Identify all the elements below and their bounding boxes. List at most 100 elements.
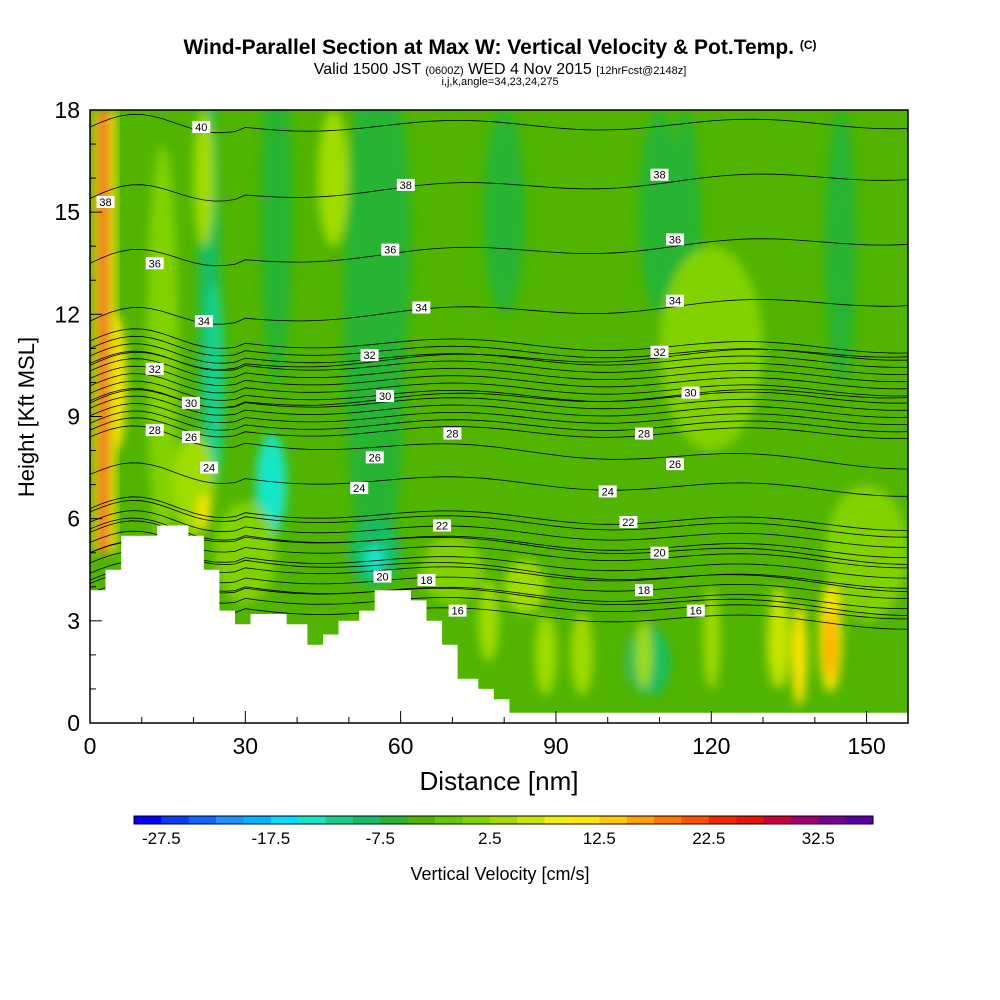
contour-label: 24 bbox=[602, 486, 614, 498]
contour-label: 26 bbox=[369, 452, 381, 464]
contour-label: 22 bbox=[622, 517, 634, 529]
chart-title: Wind-Parallel Section at Max W: Vertical… bbox=[0, 36, 1000, 60]
colorbar-tick-label: 32.5 bbox=[802, 829, 835, 848]
theta-contour-line bbox=[90, 373, 908, 397]
contour-label-box bbox=[194, 315, 213, 328]
theta-contour-line bbox=[90, 403, 908, 426]
colorbar-tick-label: 22.5 bbox=[692, 829, 725, 848]
velocity-cell bbox=[478, 580, 500, 662]
field-blobs bbox=[105, 110, 908, 706]
velocity-cell bbox=[364, 545, 386, 574]
theta-contour-line bbox=[90, 395, 908, 418]
contour-label-box bbox=[96, 195, 115, 208]
contour-label-box bbox=[381, 243, 400, 256]
y-axis-label: Height [Kft MSL] bbox=[14, 337, 39, 497]
velocity-cell bbox=[638, 110, 681, 315]
updraft-cell bbox=[98, 110, 103, 553]
chart-subtitle: Valid 1500 JST (0600Z) WED 4 Nov 2015 [1… bbox=[0, 61, 1000, 79]
contour-label-box bbox=[650, 168, 669, 181]
colorbar-swatch bbox=[161, 816, 190, 824]
contour-label-box bbox=[350, 482, 369, 495]
theta-contour-line bbox=[90, 358, 908, 383]
y-tick-label: 12 bbox=[54, 301, 80, 327]
contour-label: 32 bbox=[149, 364, 161, 376]
velocity-cell bbox=[535, 614, 556, 696]
colorbar-swatch bbox=[571, 816, 600, 824]
colorbar-swatch bbox=[489, 816, 518, 824]
contour-label-box bbox=[666, 294, 685, 307]
contour-label-box bbox=[666, 458, 685, 471]
subtitle-forecast: [12hrFcst@2148z] bbox=[596, 65, 687, 77]
contour-label: 36 bbox=[149, 258, 161, 270]
contour-label: 30 bbox=[185, 398, 197, 410]
theta-contour-line bbox=[90, 388, 908, 411]
contour-label: 28 bbox=[446, 429, 458, 441]
colorbar-swatch bbox=[736, 816, 764, 824]
colorbar-swatch bbox=[325, 816, 354, 824]
velocity-cell bbox=[483, 110, 525, 315]
colorbar-swatch bbox=[790, 816, 819, 824]
velocity-cell bbox=[571, 614, 593, 696]
velocity-cell bbox=[193, 110, 215, 247]
contour-label: 22 bbox=[436, 520, 448, 532]
contour-label: 16 bbox=[690, 606, 702, 618]
contour-label-box bbox=[686, 604, 705, 617]
theta-contour-line bbox=[90, 173, 908, 202]
contour-label-box bbox=[145, 362, 164, 375]
velocity-cell bbox=[214, 501, 277, 604]
theta-contour-line bbox=[90, 551, 908, 589]
contour-label: 32 bbox=[363, 350, 375, 362]
colorbar-tick-label: -27.5 bbox=[142, 829, 181, 848]
contour-label: 26 bbox=[185, 432, 197, 444]
colorbar-tick-label: 12.5 bbox=[583, 829, 616, 848]
x-tick-label: 0 bbox=[84, 733, 97, 759]
contour-label-box bbox=[634, 584, 653, 597]
theta-contour-line bbox=[90, 517, 908, 565]
colorbar-swatch bbox=[599, 816, 627, 824]
contour-label: 38 bbox=[99, 197, 111, 209]
colorbar-label: Vertical Velocity [cm/s] bbox=[410, 864, 589, 884]
updraft-cell bbox=[101, 110, 107, 553]
y-tick-label: 9 bbox=[67, 404, 80, 430]
colorbar-swatch bbox=[243, 816, 272, 824]
y-tick-label: 15 bbox=[54, 199, 80, 225]
velocity-cell bbox=[197, 494, 211, 529]
velocity-cell bbox=[504, 559, 546, 614]
velocity-cell bbox=[791, 603, 808, 706]
contour-label: 16 bbox=[451, 606, 463, 618]
x-tick-label: 60 bbox=[388, 733, 414, 759]
contour-label: 28 bbox=[149, 425, 161, 437]
theta-contour-line bbox=[90, 462, 908, 497]
theta-contour-line bbox=[90, 350, 908, 375]
theta-contour-line bbox=[90, 343, 908, 368]
contour-label: 20 bbox=[376, 572, 388, 584]
chart-indices: i,j,k,angle=34,23,24,275 bbox=[0, 76, 1000, 88]
terrain bbox=[90, 525, 908, 723]
contour-label-box bbox=[443, 427, 462, 440]
colorbar-swatch bbox=[435, 816, 463, 824]
velocity-cell bbox=[825, 610, 836, 679]
theta-contour-line bbox=[90, 530, 908, 569]
colorbar-frame bbox=[133, 815, 874, 825]
velocity-cell bbox=[317, 110, 349, 247]
theta-contour-line bbox=[90, 417, 908, 440]
updraft-cell bbox=[109, 110, 114, 553]
theta-contour-line bbox=[90, 410, 908, 433]
velocity-cell bbox=[260, 110, 292, 383]
contour-label: 34 bbox=[669, 296, 681, 308]
theta-contour-line bbox=[90, 499, 908, 538]
theta-contour-line bbox=[90, 571, 908, 610]
y-tick-label: 18 bbox=[54, 97, 80, 123]
colorbar-swatch bbox=[407, 816, 436, 824]
contour-label-box bbox=[448, 604, 467, 617]
x-tick-label: 30 bbox=[233, 733, 259, 759]
colorbar: -27.5 -17.5 -7.5 2.5 12.5 22.5 32.5 bbox=[133, 815, 874, 848]
indices-text: i,j,k,angle=34,23,24,275 bbox=[441, 76, 559, 88]
contour-label-box bbox=[181, 430, 200, 443]
contour-label: 18 bbox=[638, 585, 650, 597]
contour-label-box bbox=[145, 424, 164, 437]
theta-contour-line bbox=[90, 561, 908, 599]
y-tick-label: 3 bbox=[67, 608, 80, 634]
